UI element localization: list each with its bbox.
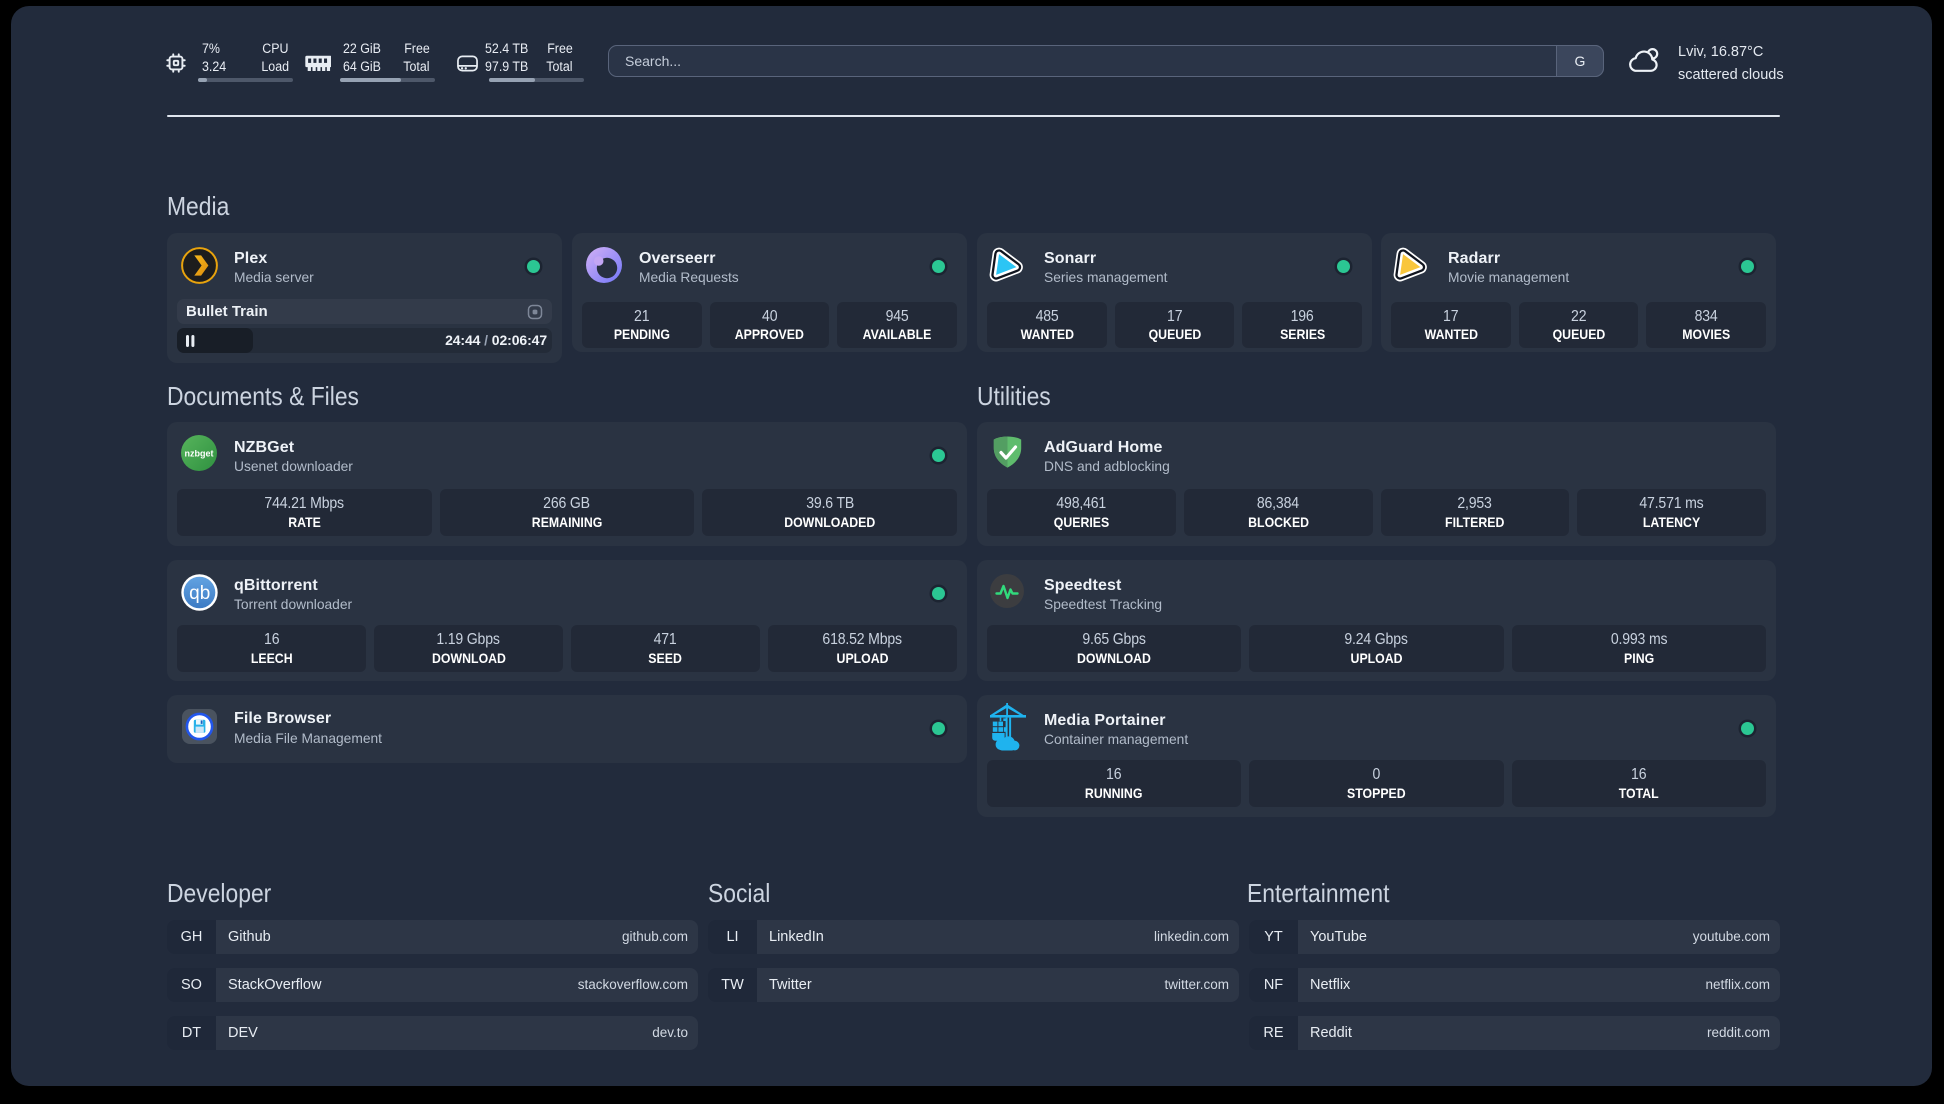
- svg-text:nzbget: nzbget: [185, 449, 214, 459]
- svg-text:qb: qb: [189, 583, 210, 604]
